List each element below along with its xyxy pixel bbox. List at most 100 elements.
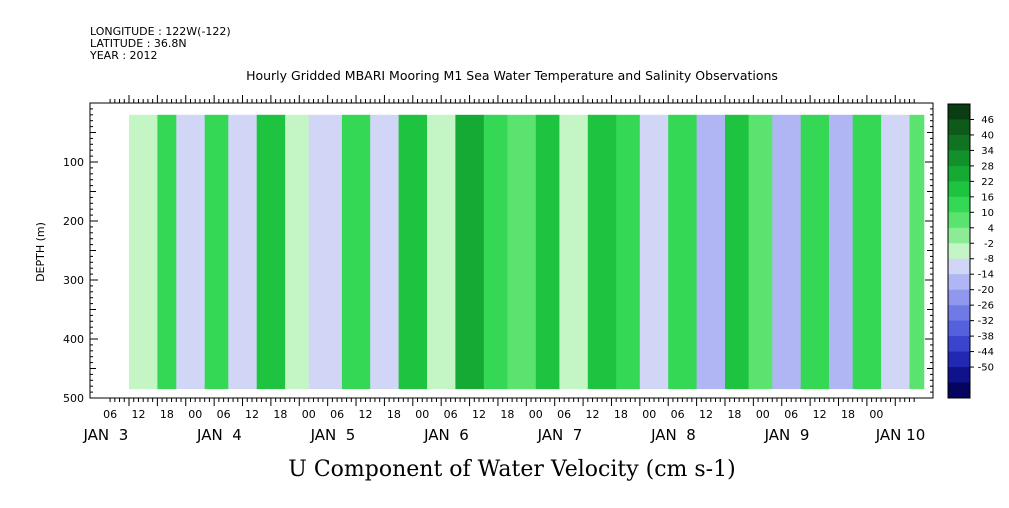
- colorbar-swatch: [948, 134, 970, 151]
- heatmap-field: [129, 114, 925, 390]
- heatmap-band: [668, 114, 698, 390]
- colorbar-label: 28: [981, 161, 994, 172]
- x-hour-label: 12: [699, 408, 713, 421]
- x-hour-label: 12: [586, 408, 600, 421]
- colorbar: 46 40 34 28 22 16 10 4 -2 -8 -14 -20 -26 -32 -38 -44 -50: [947, 103, 994, 399]
- colorbar-swatch: [948, 336, 970, 352]
- colorbar-label: -8: [984, 254, 994, 265]
- heatmap-band: [256, 114, 286, 390]
- heatmap-band: [427, 114, 456, 390]
- x-day-label: JAN 9: [764, 426, 810, 444]
- colorbar-swatch: [948, 367, 970, 383]
- x-hour-label: 00: [302, 408, 316, 421]
- longitude-label: LONGITUDE : 122W(-122): [90, 25, 231, 38]
- x-hour-label: 18: [727, 408, 741, 421]
- x-hour-label: 00: [415, 408, 429, 421]
- x-hour-label: 00: [756, 408, 770, 421]
- year-label: YEAR : 2012: [89, 49, 158, 62]
- top-tick-marks: [109, 95, 915, 103]
- x-hour-label: 12: [813, 408, 827, 421]
- x-hour-label: 12: [131, 408, 145, 421]
- colorbar-swatch: [948, 196, 970, 213]
- colorbar-label: 34: [981, 146, 994, 157]
- heatmap-band: [696, 114, 726, 390]
- x-hour-label: 06: [784, 408, 798, 421]
- colorbar-label: 22: [981, 177, 994, 188]
- colorbar-swatch: [948, 320, 970, 337]
- x-hour-label: 18: [614, 408, 628, 421]
- colorbar-label: 4: [988, 223, 994, 234]
- colorbar-label: -44: [978, 347, 994, 358]
- heatmap-band: [308, 114, 343, 390]
- colorbar-swatch: [948, 165, 970, 182]
- colorbar-label: -14: [978, 270, 994, 281]
- x-day-label: JAN 10: [875, 426, 926, 444]
- heatmap-band: [483, 114, 508, 390]
- heatmap-band: [507, 114, 537, 390]
- heatmap-band: [725, 114, 750, 390]
- colorbar-swatch: [948, 305, 970, 322]
- x-hour-label: 18: [160, 408, 174, 421]
- x-hour-label: 18: [500, 408, 514, 421]
- y-axis-label: DEPTH (m): [34, 222, 47, 282]
- x-hour-label: 00: [529, 408, 543, 421]
- right-tick-marks: [925, 102, 933, 399]
- x-day-label: JAN 6: [423, 426, 469, 444]
- heatmap-band: [129, 114, 158, 390]
- x-hour-label: 00: [188, 408, 202, 421]
- heatmap-band: [587, 114, 617, 390]
- colorbar-swatch: [948, 150, 970, 167]
- x-hour-label: 00: [642, 408, 656, 421]
- colorbar-label: -38: [978, 332, 994, 343]
- x-hour-label: 06: [444, 408, 458, 421]
- chart-title: Hourly Gridded MBARI Mooring M1 Sea Wate…: [246, 68, 778, 83]
- heatmap-band: [639, 114, 669, 390]
- x-hour-label: 12: [472, 408, 486, 421]
- x-day-label: JAN 4: [196, 426, 242, 444]
- heatmap-band: [341, 114, 371, 390]
- colorbar-label: -32: [978, 316, 994, 327]
- x-day-labels: JAN 3 JAN 4 JAN 5 JAN 6 JAN 7 JAN 8 JAN 9 JAN 1…: [83, 426, 926, 444]
- colorbar-swatch: [948, 258, 970, 275]
- colorbar-label: -2: [984, 239, 994, 250]
- heatmap-band: [909, 114, 925, 390]
- x-hour-label: 18: [387, 408, 401, 421]
- heatmap-band: [748, 114, 773, 390]
- colorbar-swatch: [948, 382, 970, 399]
- heatmap-band: [176, 114, 206, 390]
- bottom-tick-marks: [109, 398, 915, 406]
- x-hour-label: 06: [330, 408, 344, 421]
- colorbar-frame: [947, 103, 971, 399]
- colorbar-label: 10: [981, 208, 994, 219]
- colorbar-swatch: [948, 289, 970, 306]
- x-hour-label: 06: [671, 408, 685, 421]
- heatmap-band: [370, 114, 400, 390]
- heatmap-band: [852, 114, 882, 390]
- colorbar-label: -20: [978, 285, 994, 296]
- colorbar-swatch: [948, 274, 970, 291]
- x-hour-label: 18: [841, 408, 855, 421]
- x-axis-label: U Component of Water Velocity (cm s-1): [288, 457, 735, 482]
- y-tick-label: 200: [63, 215, 84, 228]
- heatmap-band: [157, 114, 177, 390]
- x-hour-labels: 06 12 18 00 06 12 18 00 06 12 18 00 06 12 18 00 06 12 18 00…: [103, 408, 883, 421]
- x-hour-label: 12: [359, 408, 373, 421]
- heatmap-band: [228, 114, 258, 390]
- colorbar-label: 40: [981, 130, 994, 141]
- colorbar-swatch: [948, 351, 970, 368]
- colorbar-swatch: [948, 181, 970, 198]
- x-hour-label: 12: [245, 408, 259, 421]
- x-hour-label: 06: [557, 408, 571, 421]
- x-day-label: JAN 3: [83, 426, 129, 444]
- x-day-label: JAN 5: [310, 426, 356, 444]
- colorbar-swatch: [948, 104, 970, 120]
- heatmap-band: [559, 114, 589, 390]
- heatmap-band: [398, 114, 428, 390]
- colorbar-swatch: [948, 243, 970, 260]
- heatmap-band: [829, 114, 854, 390]
- x-hour-label: 06: [217, 408, 231, 421]
- colorbar-swatch: [948, 119, 970, 136]
- colorbar-label: 46: [981, 115, 994, 126]
- y-tick-label: 100: [63, 156, 84, 169]
- heatmap-band: [772, 114, 802, 390]
